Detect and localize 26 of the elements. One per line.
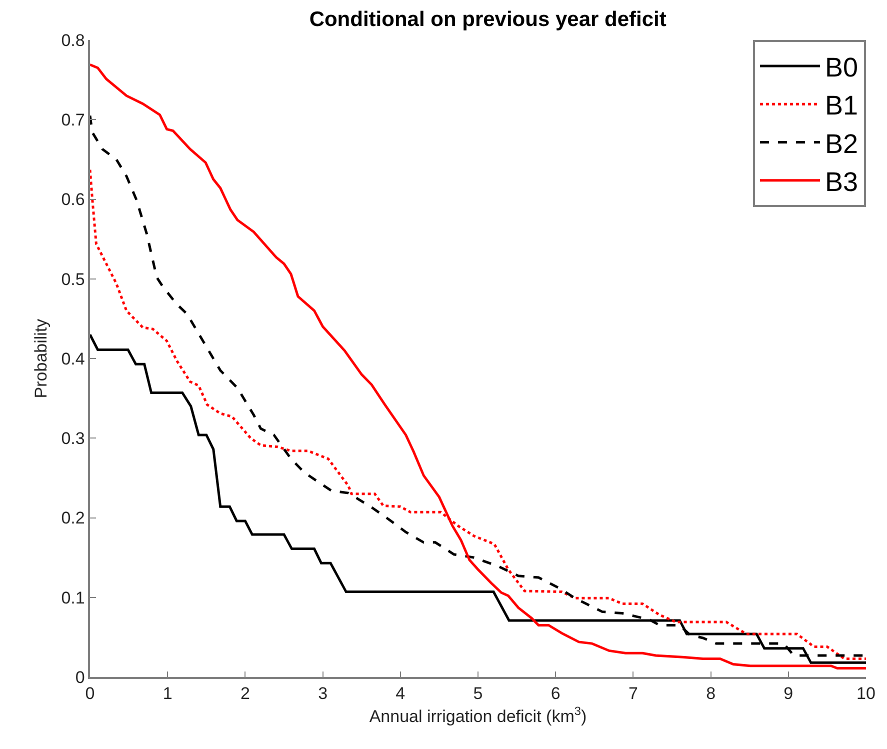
x-tick-label: 9 xyxy=(784,684,794,704)
y-tick-label: 0.5 xyxy=(61,270,85,289)
legend-label: B3 xyxy=(825,166,858,197)
x-tick-label: 5 xyxy=(473,684,483,704)
x-tick-label: 1 xyxy=(162,684,172,704)
x-tick-label: 8 xyxy=(706,684,716,704)
y-tick-label: 0.2 xyxy=(61,508,85,528)
y-tick-label: 0 xyxy=(75,668,85,687)
y-tick-label: 0.1 xyxy=(61,588,85,608)
x-tick-label: 3 xyxy=(318,684,328,704)
x-tick-label: 10 xyxy=(856,684,876,704)
y-tick-label: 0.7 xyxy=(61,110,85,130)
x-tick-label: 4 xyxy=(396,684,406,704)
y-axis-title: Probability xyxy=(31,318,50,398)
chart-title: Conditional on previous year deficit xyxy=(309,8,666,31)
legend-label: B2 xyxy=(825,128,858,159)
x-tick-label: 6 xyxy=(550,684,560,704)
y-tick-label: 0.8 xyxy=(61,30,85,50)
x-axis-title: Annual irrigation deficit (km$^{3}$) xyxy=(369,704,587,726)
legend-label: B0 xyxy=(825,52,858,83)
y-tick-label: 0.4 xyxy=(61,349,85,368)
x-tick-label: 7 xyxy=(628,684,638,704)
x-tick-label: 2 xyxy=(240,684,250,704)
legend-label: B1 xyxy=(825,90,858,121)
y-tick-label: 0.6 xyxy=(61,190,85,210)
y-tick-label: 0.3 xyxy=(61,429,85,448)
